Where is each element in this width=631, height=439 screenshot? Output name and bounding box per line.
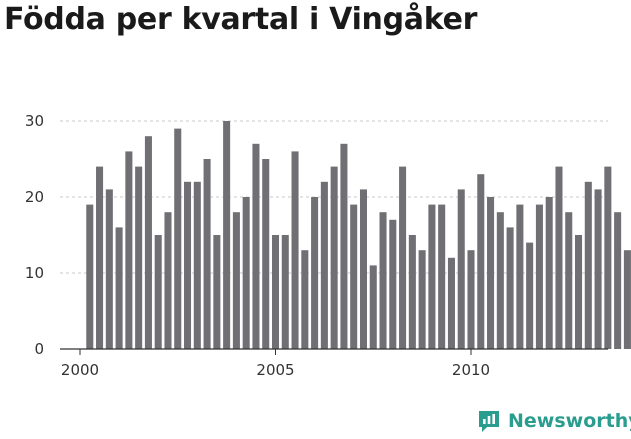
bar — [184, 181, 192, 349]
x-tick-label-2005: 2005 — [256, 361, 294, 379]
bar — [154, 235, 162, 349]
bar — [359, 189, 367, 349]
bar — [506, 227, 514, 349]
bar — [535, 204, 543, 349]
newsworthy-logo[interactable]: Newsworthy — [476, 408, 631, 434]
bar — [213, 235, 221, 349]
bar — [438, 204, 446, 349]
bar — [623, 250, 631, 349]
bar — [584, 181, 592, 349]
bar — [555, 166, 563, 349]
bar — [487, 197, 495, 349]
bar — [418, 250, 426, 349]
bar — [389, 219, 397, 349]
bar — [193, 181, 201, 349]
bar — [575, 235, 583, 349]
bar — [135, 166, 143, 349]
bar — [379, 212, 387, 349]
y-tick-label-30: 30 — [25, 112, 44, 130]
chart-title: Födda per kvartal i Vingåker — [4, 2, 478, 37]
y-tick-label-10: 10 — [25, 264, 44, 282]
bar — [457, 189, 465, 349]
newsworthy-logo-icon — [479, 411, 499, 432]
bar — [614, 212, 622, 349]
bar — [594, 189, 602, 349]
y-tick-label-20: 20 — [25, 188, 44, 206]
bar — [301, 250, 309, 349]
bar — [271, 235, 280, 349]
y-tick-label-0: 0 — [34, 340, 44, 358]
bar — [281, 235, 289, 349]
bar — [604, 166, 612, 349]
bar — [350, 204, 358, 349]
axes: 010203021200020052010201520202025 — [25, 112, 608, 379]
bar — [291, 151, 299, 349]
bar — [408, 235, 416, 349]
bar — [477, 174, 485, 349]
bar — [369, 265, 377, 349]
bars — [86, 121, 631, 349]
bar — [526, 242, 534, 349]
bar — [496, 212, 504, 349]
bar — [565, 212, 573, 349]
bar — [223, 121, 231, 349]
bar — [86, 204, 94, 349]
bar — [105, 189, 113, 349]
bar — [340, 143, 348, 349]
brand-name: Newsworthy — [508, 410, 631, 432]
x-tick-label-2010: 2010 — [452, 361, 490, 379]
bar — [174, 128, 182, 349]
bar — [516, 204, 524, 349]
bar — [399, 166, 407, 349]
bar — [320, 181, 328, 349]
x-tick-label-2000: 2000 — [61, 361, 99, 379]
bar — [115, 227, 123, 349]
bar — [467, 250, 475, 349]
bar — [311, 197, 319, 349]
bar — [164, 212, 172, 349]
bar — [242, 197, 250, 349]
bar — [96, 166, 104, 349]
bar — [125, 151, 133, 349]
bar — [545, 197, 553, 349]
bar — [203, 159, 211, 349]
bar — [232, 212, 240, 349]
bar — [262, 159, 270, 349]
bar — [428, 204, 436, 349]
bar — [330, 166, 338, 349]
bar — [252, 143, 260, 349]
bar — [447, 257, 455, 349]
bar — [144, 136, 152, 349]
